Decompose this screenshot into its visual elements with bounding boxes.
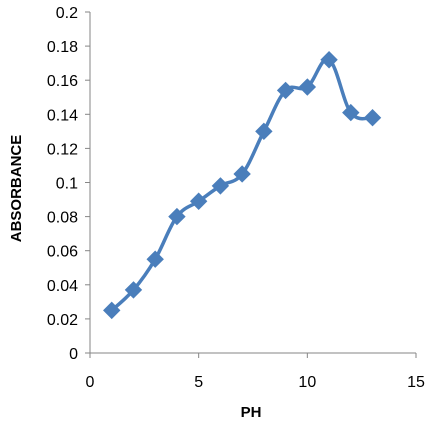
data-point-marker	[276, 81, 295, 100]
y-tick-label: 0.04	[47, 278, 78, 295]
data-point-marker	[342, 103, 360, 122]
data-point-marker	[320, 51, 338, 69]
data-point-marker	[124, 281, 143, 299]
x-tick-label: 0	[86, 374, 95, 391]
y-tick-label: 0.1	[56, 176, 78, 193]
x-tick-label: 5	[194, 374, 203, 391]
x-tick-label: 15	[407, 374, 425, 391]
x-tick-label: 10	[298, 374, 316, 391]
series-group	[103, 51, 382, 320]
data-point-marker	[255, 122, 273, 141]
data-point-marker	[168, 207, 186, 226]
data-point-marker	[211, 177, 230, 195]
data-point-marker	[298, 78, 317, 96]
y-tick-label: 0.18	[47, 39, 78, 56]
y-tick-label: 0.12	[47, 141, 78, 158]
x-axis-title: PH	[241, 404, 262, 421]
data-point-marker	[363, 109, 382, 127]
y-tick-label: 0.02	[47, 312, 78, 329]
series-line	[109, 57, 375, 313]
data-point-marker	[189, 192, 208, 210]
x-ticks: 0 5 10 15	[86, 353, 425, 391]
y-tick-label: 0.08	[47, 210, 78, 227]
y-ticks: 0 0.02 0.04 0.06 0.08 0.1 0.12 0.14 0.16 0.18 0.2	[47, 5, 90, 363]
axes	[89, 12, 416, 354]
y-tick-label: 0.06	[47, 244, 78, 261]
y-tick-label: 0	[69, 346, 78, 363]
data-point-marker	[146, 250, 164, 268]
y-tick-label: 0.14	[47, 107, 78, 124]
data-point-marker	[103, 301, 121, 320]
data-point-marker	[233, 165, 251, 183]
y-axis-title: ABSORBANCE	[8, 135, 25, 243]
y-tick-label: 0.16	[47, 73, 78, 90]
y-tick-label: 0.2	[56, 5, 78, 22]
